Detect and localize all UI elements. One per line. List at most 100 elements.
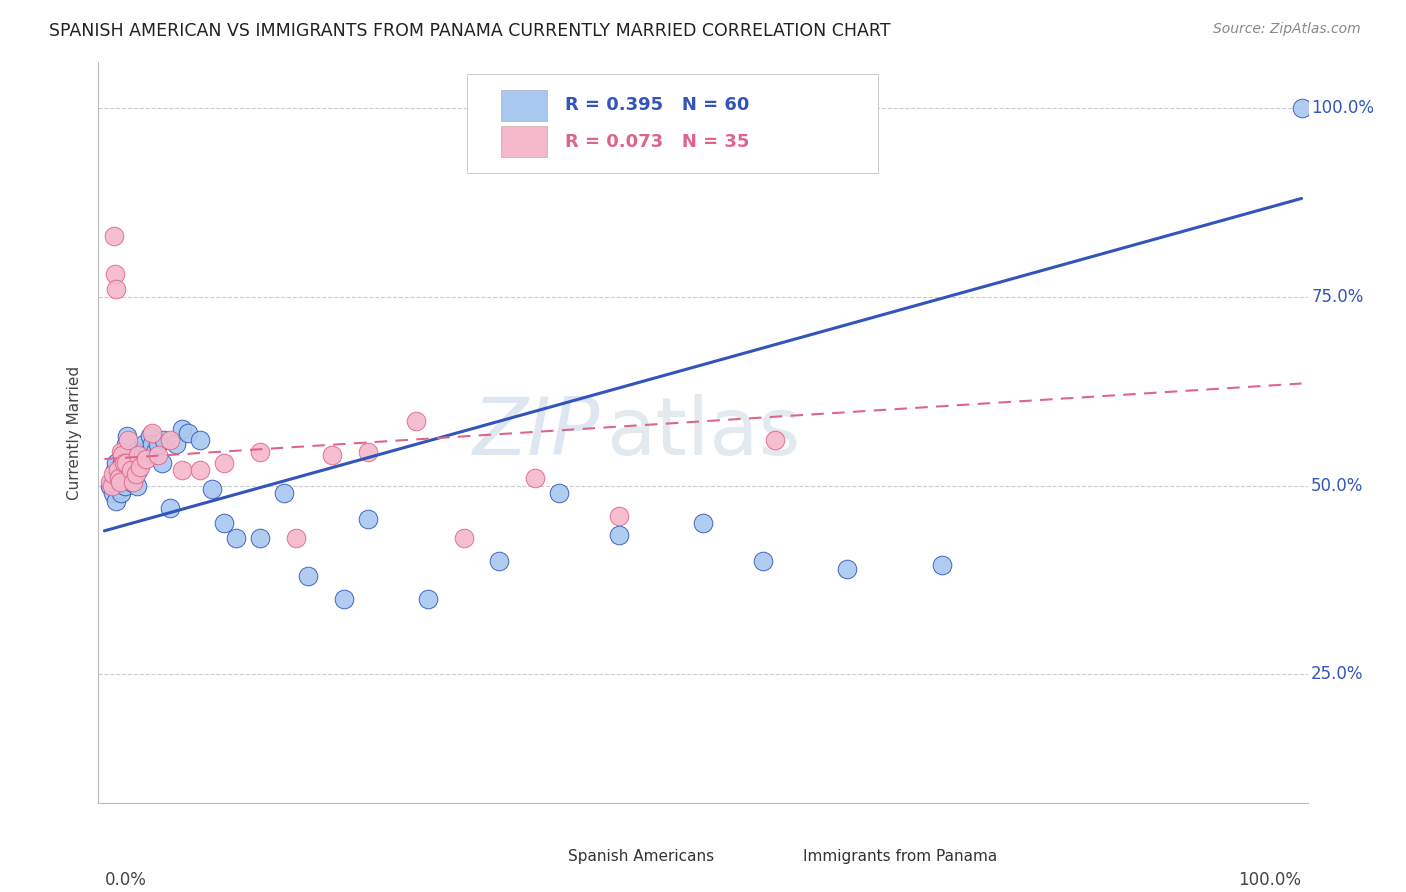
Text: 100.0%: 100.0% — [1312, 99, 1374, 117]
Text: Spanish Americans: Spanish Americans — [568, 848, 714, 863]
Point — [405, 414, 427, 428]
Point — [114, 478, 136, 492]
FancyBboxPatch shape — [501, 90, 547, 121]
Point — [115, 444, 138, 458]
Point — [1291, 101, 1313, 115]
Point — [124, 467, 146, 482]
Point — [172, 422, 194, 436]
Point — [153, 433, 176, 447]
Point — [931, 558, 953, 572]
FancyBboxPatch shape — [745, 846, 789, 866]
Point — [105, 478, 128, 492]
Text: ZIP: ZIP — [472, 393, 600, 472]
Point — [752, 554, 775, 568]
Point — [548, 486, 571, 500]
Text: 50.0%: 50.0% — [1312, 476, 1364, 494]
Text: R = 0.395   N = 60: R = 0.395 N = 60 — [565, 96, 749, 114]
Point — [416, 591, 439, 606]
Point — [273, 486, 295, 500]
Point — [101, 486, 124, 500]
Text: atlas: atlas — [606, 393, 800, 472]
Point — [225, 532, 247, 546]
Point — [111, 448, 134, 462]
Point — [249, 444, 271, 458]
Point — [111, 456, 134, 470]
Point — [117, 471, 139, 485]
Point — [107, 463, 129, 477]
Point — [115, 429, 138, 443]
Point — [172, 463, 194, 477]
Point — [607, 508, 630, 523]
Point — [201, 483, 224, 497]
Point — [692, 516, 714, 531]
Point — [148, 448, 170, 462]
Point — [112, 456, 135, 470]
Point — [108, 475, 131, 489]
Point — [357, 512, 380, 526]
Point — [607, 527, 630, 541]
Point — [127, 463, 149, 477]
Point — [110, 444, 132, 458]
Point — [135, 448, 157, 462]
Point — [117, 433, 139, 447]
Point — [122, 475, 145, 489]
Point — [117, 448, 139, 462]
Point — [121, 456, 143, 470]
Point — [165, 437, 187, 451]
Point — [124, 471, 146, 485]
Point — [135, 452, 157, 467]
Point — [212, 456, 235, 470]
Point — [284, 532, 307, 546]
Point — [120, 475, 142, 489]
Point — [110, 486, 132, 500]
Point — [124, 444, 146, 458]
Point — [100, 478, 122, 492]
Point — [453, 532, 475, 546]
Point — [112, 471, 135, 485]
Point — [107, 471, 129, 485]
Point — [129, 459, 152, 474]
Text: Currently Married: Currently Married — [67, 366, 82, 500]
Point — [120, 463, 142, 477]
Point — [107, 483, 129, 497]
Point — [488, 554, 510, 568]
Point — [105, 282, 128, 296]
Point — [132, 444, 155, 458]
Point — [763, 433, 786, 447]
Point — [321, 448, 343, 462]
Point — [103, 229, 125, 244]
Point — [188, 463, 211, 477]
FancyBboxPatch shape — [467, 73, 879, 173]
Text: Immigrants from Panama: Immigrants from Panama — [803, 848, 998, 863]
Point — [143, 444, 166, 458]
Point — [104, 267, 127, 281]
Point — [333, 591, 356, 606]
Point — [129, 456, 152, 470]
Text: 0.0%: 0.0% — [104, 871, 146, 888]
Point — [118, 463, 141, 477]
Point — [108, 475, 131, 489]
Text: 75.0%: 75.0% — [1312, 287, 1364, 306]
Point — [139, 429, 162, 443]
Text: 25.0%: 25.0% — [1312, 665, 1364, 683]
Point — [357, 444, 380, 458]
Point — [115, 437, 138, 451]
Point — [212, 516, 235, 531]
Point — [108, 467, 131, 482]
Point — [127, 448, 149, 462]
Point — [107, 471, 129, 485]
Point — [141, 437, 163, 451]
Text: 100.0%: 100.0% — [1239, 871, 1302, 888]
Point — [100, 475, 122, 489]
FancyBboxPatch shape — [509, 846, 553, 866]
Point — [103, 471, 125, 485]
Point — [111, 463, 134, 477]
Point — [188, 433, 211, 447]
Point — [115, 456, 138, 470]
Point — [159, 501, 181, 516]
Text: Source: ZipAtlas.com: Source: ZipAtlas.com — [1213, 22, 1361, 37]
Text: R = 0.073   N = 35: R = 0.073 N = 35 — [565, 133, 749, 151]
Point — [100, 478, 122, 492]
Point — [297, 569, 319, 583]
Point — [101, 467, 124, 482]
